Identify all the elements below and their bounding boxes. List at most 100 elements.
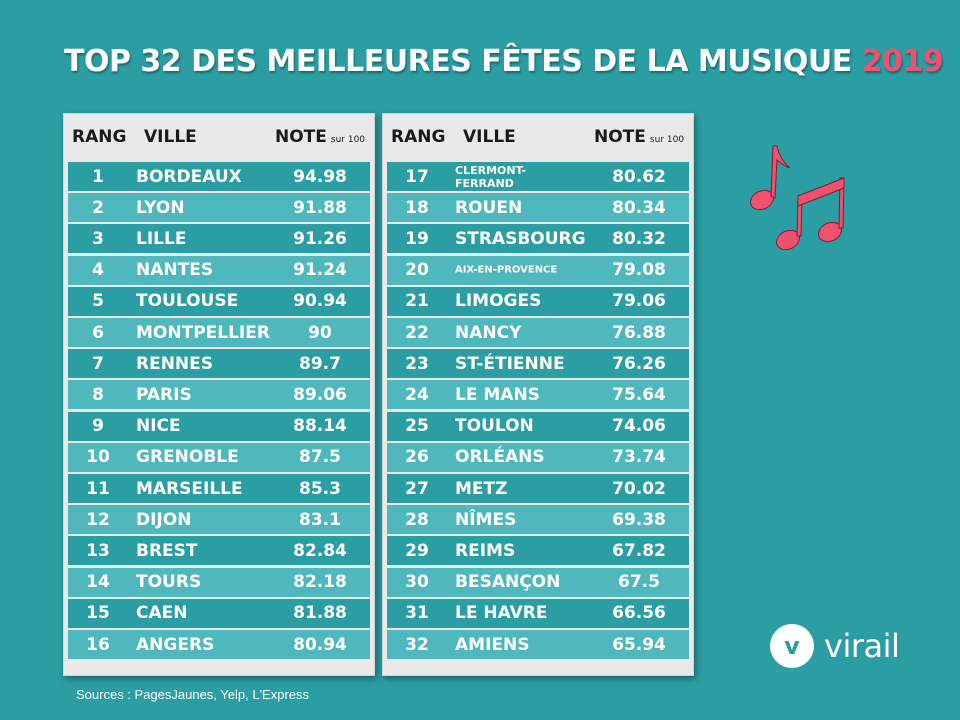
row-city: PARIS <box>136 384 192 405</box>
row-city: BORDEAUX <box>136 166 242 187</box>
row-rank: 8 <box>92 384 104 405</box>
table-body: 17 CLERMONT-FERRAND 80.62 18 ROUEN 80.34 19 STR… <box>387 162 689 671</box>
table-row: 24 LE MANS 75.64 <box>387 380 689 410</box>
logo-name: virail <box>824 627 900 665</box>
row-score: 85.3 <box>299 478 341 499</box>
title-year: 2019 <box>861 44 944 79</box>
row-score: 69.38 <box>612 509 666 530</box>
row-score: 89.06 <box>293 384 347 405</box>
row-city: AIX-EN-PROVENCE <box>455 264 558 276</box>
table-row: 13 BREST 82.84 <box>68 536 370 566</box>
row-city: NANCY <box>455 322 522 343</box>
source-note: Sources : PagesJaunes, Yelp, L'Express <box>76 687 310 702</box>
row-city: ANGERS <box>136 634 215 655</box>
row-score: 65.94 <box>612 634 666 655</box>
row-score: 82.84 <box>293 540 347 561</box>
table-header: RANG VILLE NOTE sur 100 <box>383 114 693 160</box>
row-score: 80.62 <box>612 166 666 187</box>
table-row: 10 GRENOBLE 87.5 <box>68 442 370 472</box>
row-rank: 27 <box>405 478 429 499</box>
table-body: 1 BORDEAUX 94.98 2 LYON 91.88 3 LILLE 91.26 4 NANT… <box>68 162 370 671</box>
row-score: 70.02 <box>612 478 666 499</box>
row-score: 94.98 <box>293 166 347 187</box>
row-score: 79.08 <box>612 260 666 281</box>
table-row: 12 DIJON 83.1 <box>68 505 370 535</box>
table-row: 18 ROUEN 80.34 <box>387 193 689 223</box>
header-rang: RANG <box>391 127 446 147</box>
row-score: 88.14 <box>293 416 347 437</box>
row-score: 67.5 <box>618 572 660 593</box>
row-city: RENNES <box>136 353 214 374</box>
ranking-table-left: RANG VILLE NOTE sur 100 1 BORDEAUX 94.98 2 LY… <box>63 113 375 676</box>
row-rank: 14 <box>86 572 110 593</box>
row-city: LE HAVRE <box>455 603 548 624</box>
row-city: LYON <box>136 197 185 218</box>
row-city: ROUEN <box>455 197 523 218</box>
header-ville: VILLE <box>463 127 516 147</box>
row-score: 91.24 <box>293 260 347 281</box>
row-score: 90 <box>308 322 332 343</box>
table-row: 1 BORDEAUX 94.98 <box>68 162 370 191</box>
table-row: 19 STRASBOURG 80.32 <box>387 224 689 254</box>
row-rank: 15 <box>86 603 110 624</box>
table-row: 17 CLERMONT-FERRAND 80.62 <box>387 162 689 191</box>
header-note: NOTE sur 100 <box>275 127 365 147</box>
row-city: METZ <box>455 478 508 499</box>
table-row: 25 TOULON 74.06 <box>387 411 689 441</box>
table-row: 11 MARSEILLE 85.3 <box>68 474 370 503</box>
row-rank: 13 <box>86 540 110 561</box>
table-row: 8 PARIS 89.06 <box>68 380 370 410</box>
row-rank: 1 <box>92 166 104 187</box>
row-score: 91.88 <box>293 197 347 218</box>
table-row: 26 ORLÉANS 73.74 <box>387 442 689 472</box>
virail-logo: v virail <box>770 620 900 672</box>
row-score: 90.94 <box>293 291 347 312</box>
row-score: 82.18 <box>293 572 347 593</box>
row-rank: 6 <box>92 322 104 343</box>
table-row: 9 NICE 88.14 <box>68 411 370 441</box>
table-row: 7 RENNES 89.7 <box>68 349 370 379</box>
row-rank: 4 <box>92 260 104 281</box>
row-score: 74.06 <box>612 416 666 437</box>
row-score: 80.32 <box>612 228 666 249</box>
row-city: TOULOUSE <box>136 291 239 312</box>
row-score: 79.06 <box>612 291 666 312</box>
table-row: 16 ANGERS 80.94 <box>68 630 370 659</box>
row-city: MONTPELLIER <box>136 322 270 343</box>
table-row: 30 BESANÇON 67.5 <box>387 567 689 597</box>
row-rank: 30 <box>405 572 429 593</box>
row-rank: 17 <box>405 166 429 187</box>
table-row: 3 LILLE 91.26 <box>68 224 370 254</box>
row-city: NANTES <box>136 260 214 281</box>
row-score: 91.26 <box>293 228 347 249</box>
row-score: 76.26 <box>612 353 666 374</box>
row-city: LILLE <box>136 228 187 249</box>
row-score: 73.74 <box>612 447 666 468</box>
row-city: DIJON <box>136 509 192 530</box>
table-row: 15 CAEN 81.88 <box>68 598 370 628</box>
row-score: 87.5 <box>299 447 341 468</box>
table-row: 14 TOURS 82.18 <box>68 567 370 597</box>
header-note-suffix: sur 100 <box>649 135 685 145</box>
row-city: BESANÇON <box>455 572 561 593</box>
row-city: TOURS <box>136 572 202 593</box>
table-row: 29 REIMS 67.82 <box>387 536 689 566</box>
row-score: 80.94 <box>293 634 347 655</box>
row-rank: 3 <box>92 228 104 249</box>
table-row: 27 METZ 70.02 <box>387 474 689 503</box>
header-note: NOTE sur 100 <box>594 127 684 147</box>
row-rank: 2 <box>92 197 104 218</box>
ranking-table-right: RANG VILLE NOTE sur 100 17 CLERMONT-FERRAN… <box>382 113 694 676</box>
row-score: 67.82 <box>612 540 666 561</box>
row-rank: 28 <box>405 509 429 530</box>
row-rank: 32 <box>405 634 429 655</box>
row-city: BREST <box>136 540 198 561</box>
row-rank: 21 <box>405 291 429 312</box>
row-city: NICE <box>136 416 181 437</box>
row-score: 83.1 <box>299 509 341 530</box>
row-city: LE MANS <box>455 384 540 405</box>
table-row: 5 TOULOUSE 90.94 <box>68 286 370 316</box>
music-notes-icon <box>749 145 845 251</box>
row-city: GRENOBLE <box>136 447 239 468</box>
row-rank: 18 <box>405 197 429 218</box>
